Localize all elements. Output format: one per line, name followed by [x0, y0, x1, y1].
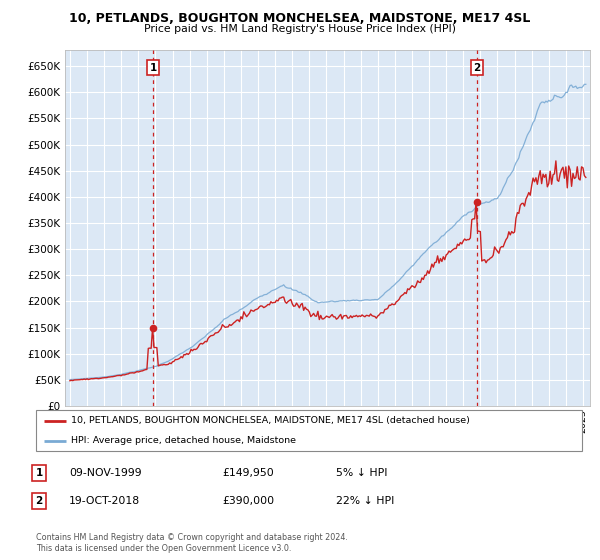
Text: 19-OCT-2018: 19-OCT-2018	[69, 496, 140, 506]
Text: 22% ↓ HPI: 22% ↓ HPI	[336, 496, 394, 506]
Text: 1: 1	[149, 63, 157, 73]
Text: 2: 2	[473, 63, 481, 73]
Text: 10, PETLANDS, BOUGHTON MONCHELSEA, MAIDSTONE, ME17 4SL: 10, PETLANDS, BOUGHTON MONCHELSEA, MAIDS…	[70, 12, 530, 25]
Text: 09-NOV-1999: 09-NOV-1999	[69, 468, 142, 478]
Text: £390,000: £390,000	[222, 496, 274, 506]
Text: HPI: Average price, detached house, Maidstone: HPI: Average price, detached house, Maid…	[71, 436, 296, 445]
Text: 10, PETLANDS, BOUGHTON MONCHELSEA, MAIDSTONE, ME17 4SL (detached house): 10, PETLANDS, BOUGHTON MONCHELSEA, MAIDS…	[71, 416, 470, 425]
Text: £149,950: £149,950	[222, 468, 274, 478]
FancyBboxPatch shape	[36, 410, 582, 451]
Text: Contains HM Land Registry data © Crown copyright and database right 2024.
This d: Contains HM Land Registry data © Crown c…	[36, 533, 348, 553]
Text: 5% ↓ HPI: 5% ↓ HPI	[336, 468, 388, 478]
Text: Price paid vs. HM Land Registry's House Price Index (HPI): Price paid vs. HM Land Registry's House …	[144, 24, 456, 34]
Text: 2: 2	[35, 496, 43, 506]
Text: 1: 1	[35, 468, 43, 478]
